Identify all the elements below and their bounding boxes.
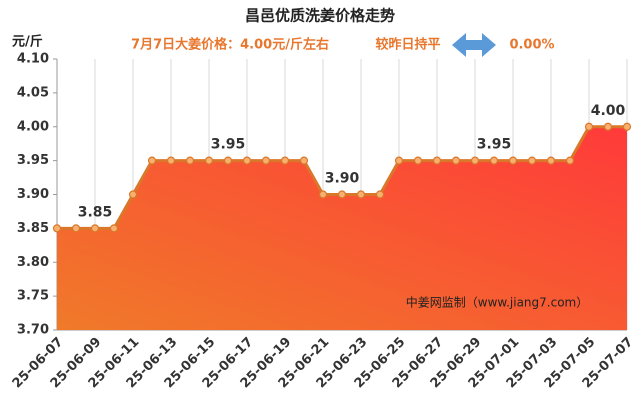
y-tick-label: 3.90 bbox=[17, 187, 49, 202]
marker bbox=[52, 224, 62, 233]
marker bbox=[166, 156, 176, 165]
watermark: 中姜网监制（www.jiang7.com） bbox=[406, 295, 588, 310]
marker bbox=[432, 156, 442, 165]
marker bbox=[261, 156, 271, 165]
area bbox=[57, 126, 627, 330]
data-label: 3.95 bbox=[477, 137, 512, 153]
data-label: 3.95 bbox=[211, 137, 246, 153]
marker bbox=[242, 156, 252, 165]
marker bbox=[489, 156, 499, 165]
y-tick-label: 3.70 bbox=[17, 323, 49, 338]
y-tick-label: 4.00 bbox=[17, 119, 49, 134]
marker bbox=[413, 156, 423, 165]
marker bbox=[565, 156, 575, 165]
marker bbox=[280, 156, 290, 165]
marker bbox=[375, 190, 385, 199]
y-tick-label: 3.85 bbox=[17, 221, 49, 236]
data-label: 3.85 bbox=[78, 204, 113, 220]
y-tick-label: 3.80 bbox=[17, 255, 49, 270]
marker bbox=[470, 156, 480, 165]
marker bbox=[71, 224, 81, 233]
marker bbox=[622, 122, 632, 131]
marker bbox=[584, 122, 594, 131]
marker bbox=[527, 156, 537, 165]
marker bbox=[109, 224, 119, 233]
marker bbox=[394, 156, 404, 165]
marker bbox=[223, 156, 233, 165]
y-tick-label: 4.05 bbox=[17, 85, 49, 100]
marker bbox=[204, 156, 214, 165]
y-tick-label: 3.75 bbox=[17, 289, 49, 304]
marker bbox=[128, 190, 138, 199]
chart-title: 昌邑优质洗姜价格走势 bbox=[245, 7, 395, 25]
y-axis-label: 元/斤 bbox=[12, 34, 43, 50]
marker bbox=[185, 156, 195, 165]
change-value: 0.00% bbox=[509, 38, 554, 53]
y-tick-label: 4.10 bbox=[17, 52, 49, 67]
marker bbox=[603, 122, 613, 131]
marker bbox=[508, 156, 518, 165]
arrow-icon bbox=[452, 33, 496, 57]
marker bbox=[356, 190, 366, 199]
data-label: 4.00 bbox=[591, 103, 626, 119]
y-tick-label: 3.95 bbox=[17, 153, 49, 168]
marker bbox=[318, 190, 328, 199]
marker bbox=[90, 224, 100, 233]
change-text: 较昨日持平 bbox=[375, 37, 440, 53]
marker bbox=[451, 156, 461, 165]
marker bbox=[147, 156, 157, 165]
marker bbox=[299, 156, 309, 165]
marker bbox=[546, 156, 556, 165]
marker bbox=[337, 190, 347, 199]
data-label: 3.90 bbox=[325, 171, 360, 187]
subtitle: 7月7日大姜价格：4.00元/斤左右 bbox=[131, 37, 329, 53]
